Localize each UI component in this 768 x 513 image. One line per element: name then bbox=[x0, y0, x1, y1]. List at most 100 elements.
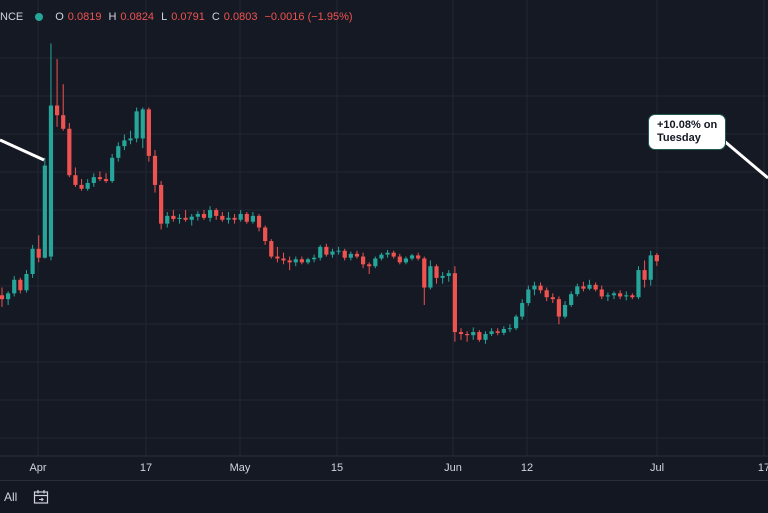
candle-up[interactable] bbox=[238, 213, 243, 220]
candle-down[interactable] bbox=[269, 241, 274, 257]
candle-up[interactable] bbox=[189, 216, 194, 220]
candle-up[interactable] bbox=[403, 258, 409, 263]
candle-up[interactable] bbox=[6, 293, 11, 300]
candle-down[interactable] bbox=[458, 332, 464, 335]
candle-up[interactable] bbox=[587, 284, 592, 289]
candle-up[interactable] bbox=[110, 157, 115, 182]
candle-down[interactable] bbox=[214, 210, 219, 216]
candle-down[interactable] bbox=[220, 215, 225, 220]
candle-down[interactable] bbox=[593, 284, 598, 290]
candle-down[interactable] bbox=[434, 266, 439, 278]
candle-up[interactable] bbox=[624, 295, 629, 297]
candle-up[interactable] bbox=[569, 294, 574, 305]
candle-up[interactable] bbox=[165, 215, 170, 224]
candlestick-chart[interactable]: Apr 17 May 15 Jun 12 Jul 17 bbox=[0, 0, 768, 480]
candle-up[interactable] bbox=[140, 109, 145, 139]
candle-up[interactable] bbox=[507, 328, 513, 330]
candle-down[interactable] bbox=[275, 256, 280, 259]
candle-down[interactable] bbox=[61, 115, 66, 129]
candle-down[interactable] bbox=[232, 217, 237, 220]
candle-down[interactable] bbox=[152, 155, 158, 185]
candle-up[interactable] bbox=[226, 217, 231, 220]
candle-down[interactable] bbox=[654, 255, 659, 262]
candle-down[interactable] bbox=[465, 334, 470, 336]
candle-down[interactable] bbox=[73, 175, 78, 185]
candle-down[interactable] bbox=[367, 264, 372, 267]
candle-up[interactable] bbox=[293, 259, 298, 263]
candle-up[interactable] bbox=[134, 111, 139, 139]
candle-up[interactable] bbox=[348, 253, 353, 258]
candle-down[interactable] bbox=[79, 184, 84, 189]
candle-up[interactable] bbox=[48, 105, 54, 257]
candle-down[interactable] bbox=[103, 179, 109, 182]
candle-down[interactable] bbox=[422, 258, 427, 288]
candle-down[interactable] bbox=[36, 248, 41, 258]
candle-down[interactable] bbox=[391, 252, 396, 257]
candle-down[interactable] bbox=[18, 279, 23, 291]
candle-down[interactable] bbox=[171, 215, 176, 219]
candle-up[interactable] bbox=[177, 217, 182, 219]
candle-up[interactable] bbox=[489, 331, 494, 335]
candle-down[interactable] bbox=[416, 255, 421, 259]
candle-down[interactable] bbox=[556, 299, 562, 317]
candle-up[interactable] bbox=[648, 255, 653, 280]
candle-up[interactable] bbox=[373, 258, 378, 267]
candle-up[interactable] bbox=[207, 210, 213, 218]
candle-up[interactable] bbox=[605, 295, 610, 297]
candle-down[interactable] bbox=[642, 270, 647, 280]
candle-down[interactable] bbox=[256, 215, 262, 228]
candle-down[interactable] bbox=[281, 258, 286, 261]
candle-up[interactable] bbox=[471, 332, 476, 336]
candle-down[interactable] bbox=[581, 286, 586, 289]
candle-up[interactable] bbox=[128, 138, 133, 141]
candle-down[interactable] bbox=[550, 297, 555, 300]
candle-down[interactable] bbox=[495, 331, 500, 333]
candle-down[interactable] bbox=[354, 253, 360, 257]
candle-down[interactable] bbox=[342, 250, 347, 258]
candle-up[interactable] bbox=[385, 252, 390, 255]
candle-up[interactable] bbox=[379, 254, 384, 259]
candle-down[interactable] bbox=[287, 260, 292, 263]
candle-up[interactable] bbox=[440, 275, 445, 278]
candle-down[interactable] bbox=[477, 332, 482, 340]
candle-up[interactable] bbox=[501, 328, 506, 333]
candle-down[interactable] bbox=[244, 213, 249, 222]
candle-up[interactable] bbox=[336, 250, 341, 252]
candle-up[interactable] bbox=[526, 289, 531, 304]
candle-up[interactable] bbox=[122, 140, 127, 147]
candle-up[interactable] bbox=[611, 293, 617, 296]
candle-up[interactable] bbox=[636, 270, 641, 298]
candle-down[interactable] bbox=[538, 285, 543, 291]
candle-down[interactable] bbox=[544, 290, 549, 298]
candle-up[interactable] bbox=[305, 259, 311, 263]
candle-up[interactable] bbox=[446, 273, 451, 276]
candle-down[interactable] bbox=[299, 259, 304, 263]
candle-down[interactable] bbox=[599, 289, 604, 297]
candle-down[interactable] bbox=[630, 295, 635, 298]
candle-up[interactable] bbox=[330, 251, 335, 255]
candle-down[interactable] bbox=[360, 256, 366, 265]
candle-up[interactable] bbox=[409, 255, 415, 259]
candle-down[interactable] bbox=[97, 177, 103, 180]
candle-up[interactable] bbox=[562, 304, 568, 317]
candle-down[interactable] bbox=[54, 105, 60, 116]
candle-up[interactable] bbox=[513, 316, 519, 329]
candle-up[interactable] bbox=[428, 266, 433, 288]
candle-up[interactable] bbox=[483, 334, 488, 340]
candle-up[interactable] bbox=[575, 286, 580, 295]
candle-down[interactable] bbox=[618, 293, 623, 297]
candle-up[interactable] bbox=[250, 215, 256, 222]
candle-up[interactable] bbox=[532, 285, 537, 290]
candle-down[interactable] bbox=[183, 217, 188, 220]
candle-down[interactable] bbox=[146, 109, 151, 156]
candle-down[interactable] bbox=[67, 128, 72, 176]
candle-up[interactable] bbox=[30, 248, 35, 274]
range-all-button[interactable]: All bbox=[4, 490, 18, 504]
candle-up[interactable] bbox=[12, 279, 17, 294]
candle-up[interactable] bbox=[24, 273, 29, 291]
candle-down[interactable] bbox=[0, 295, 5, 300]
candle-up[interactable] bbox=[312, 257, 317, 260]
candle-up[interactable] bbox=[116, 146, 121, 158]
candle-down[interactable] bbox=[397, 256, 402, 263]
candle-down[interactable] bbox=[324, 246, 329, 255]
